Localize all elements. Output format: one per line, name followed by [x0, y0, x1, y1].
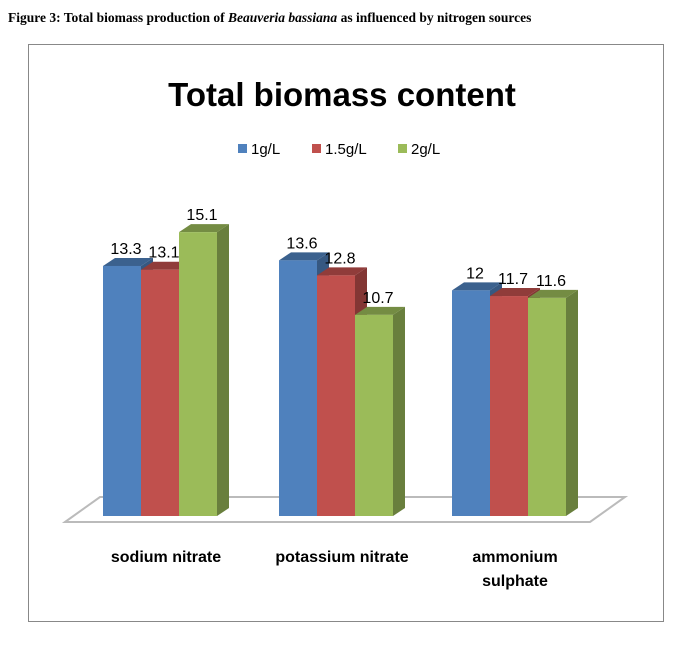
legend-label-1: 1.5g/L — [325, 141, 367, 158]
category-label-2-line1: ammonium — [472, 549, 557, 566]
data-label: 13.6 — [286, 235, 317, 252]
data-label: 13.1 — [148, 245, 179, 262]
bar-top — [317, 267, 367, 276]
legend-swatch-1 — [312, 144, 321, 153]
data-label: 11.6 — [536, 273, 566, 290]
data-label: 12.8 — [324, 250, 355, 267]
data-label: 15.1 — [186, 207, 217, 224]
legend-swatch-0 — [238, 144, 247, 153]
chart-floor — [61, 496, 629, 523]
bar-2-2 — [528, 297, 566, 516]
chart-title: Total biomass content — [168, 76, 516, 113]
category-label-1: potassium nitrate — [275, 549, 408, 566]
bar-2-1 — [490, 296, 528, 516]
caption-species: Beauveria bassiana — [228, 10, 338, 25]
bar-top — [490, 288, 540, 297]
legend-swatch-2 — [398, 144, 407, 153]
bar-2-0 — [452, 290, 490, 516]
data-label: 12 — [466, 265, 484, 282]
figure-caption: Figure 3: Total biomass production of Be… — [8, 10, 531, 26]
bar-0-2 — [179, 232, 217, 516]
bar-top — [452, 282, 502, 291]
bar-top — [279, 252, 329, 261]
category-label-2-line2: sulphate — [482, 573, 548, 590]
bar-top — [355, 306, 405, 315]
data-label: 11.7 — [498, 271, 528, 288]
bar-0-0 — [103, 265, 141, 516]
bar-side — [566, 289, 578, 516]
bar-top — [179, 224, 229, 233]
legend-label-0: 1g/L — [251, 141, 280, 158]
bar-top — [141, 261, 191, 270]
bar-top — [528, 289, 578, 298]
chart-frame — [28, 44, 664, 622]
data-label: 10.7 — [362, 290, 393, 307]
bar-side — [217, 224, 229, 516]
data-label: 13.3 — [110, 241, 141, 258]
bar-top — [103, 257, 153, 266]
bar-0-1 — [141, 269, 179, 516]
legend-label-2: 2g/L — [411, 141, 440, 158]
bar-side — [393, 306, 405, 516]
bar-1-0 — [279, 260, 317, 516]
caption-suffix: as influenced by nitrogen sources — [337, 10, 532, 25]
caption-prefix: Figure 3: Total biomass production of — [8, 10, 229, 25]
bar-1-2 — [355, 314, 393, 516]
bar-1-1 — [317, 275, 355, 516]
category-label-0: sodium nitrate — [111, 549, 221, 566]
